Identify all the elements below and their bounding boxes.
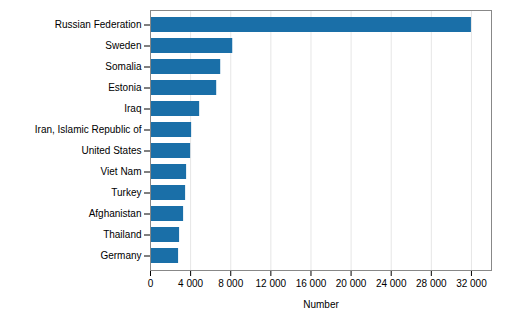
svg-text:24 000: 24 000 [376, 278, 407, 289]
svg-text:20 000: 20 000 [336, 278, 367, 289]
svg-text:United States: United States [81, 145, 141, 156]
svg-text:Thailand: Thailand [103, 229, 141, 240]
svg-text:32 000: 32 000 [456, 278, 487, 289]
svg-text:Iran, Islamic Republic of: Iran, Islamic Republic of [35, 124, 142, 135]
svg-text:4 000: 4 000 [178, 278, 203, 289]
svg-text:Estonia: Estonia [108, 82, 142, 93]
svg-text:Turkey: Turkey [111, 187, 141, 198]
svg-text:Germany: Germany [100, 250, 141, 261]
svg-text:Somalia: Somalia [105, 61, 142, 72]
svg-text:Iraq: Iraq [124, 103, 141, 114]
svg-text:Afghanistan: Afghanistan [89, 208, 142, 219]
svg-text:Viet Nam: Viet Nam [101, 166, 142, 177]
svg-text:Russian Federation: Russian Federation [55, 19, 142, 30]
svg-text:Sweden: Sweden [105, 40, 141, 51]
svg-text:16 000: 16 000 [296, 278, 327, 289]
svg-text:8 000: 8 000 [218, 278, 243, 289]
svg-text:28 000: 28 000 [416, 278, 447, 289]
svg-text:12 000: 12 000 [256, 278, 287, 289]
svg-text:Number: Number [303, 299, 339, 310]
svg-text:0: 0 [148, 278, 154, 289]
